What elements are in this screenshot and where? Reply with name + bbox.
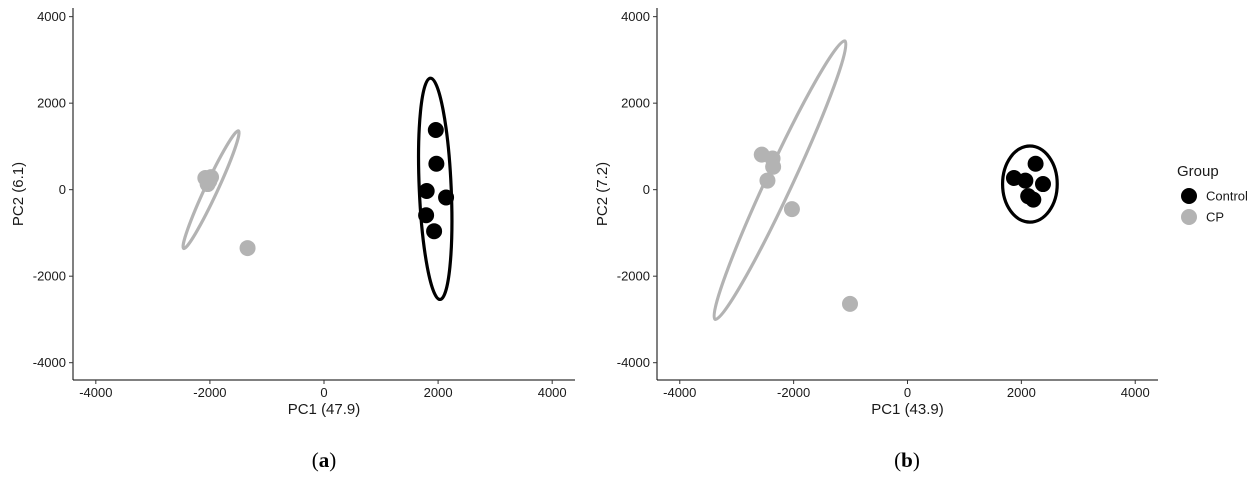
panel-a-control-point [426, 223, 443, 240]
legend-control-swatch [1181, 188, 1197, 204]
panel-b-y-tick-label: -2000 [617, 269, 650, 284]
panel-a-caption-paren-open: ( [312, 448, 319, 472]
panel-a-x-tick-label: 4000 [538, 385, 567, 400]
panel-a-control-point [427, 121, 444, 138]
panel-a-control-point [438, 189, 455, 206]
panel-b-caption-paren-open: ( [894, 448, 901, 472]
legend-cp-swatch [1181, 209, 1197, 225]
panel-a-x-tick-label: 0 [320, 385, 327, 400]
panel-b-cp-point [841, 295, 858, 312]
panel-b-y-tick-label: 4000 [621, 9, 650, 24]
panel-b-y-tick-label: 2000 [621, 96, 650, 111]
panel-b-caption-paren-close: ) [913, 448, 920, 472]
panel-a-caption-paren-close: ) [329, 448, 336, 472]
panel-b-control-point [1017, 172, 1034, 189]
panel-a-y-tick-label: -4000 [33, 355, 66, 370]
panel-a-y-axis-title: PC2 (6.1) [10, 162, 27, 226]
panel-b-y-tick-label: -4000 [617, 355, 650, 370]
legend-control-label: Control [1206, 189, 1248, 204]
panel-b-caption: (b) [894, 448, 920, 472]
legend-cp-label: CP [1206, 210, 1224, 225]
panel-b-x-tick-label: -4000 [663, 385, 696, 400]
panel-a-y-tick-label: 0 [59, 182, 66, 197]
panel-a-y-tick-label: 2000 [37, 96, 66, 111]
panel-a-caption-letter: a [319, 448, 330, 472]
panel-a-y-tick-label: -2000 [33, 269, 66, 284]
panel-b-control-point [1034, 176, 1051, 193]
panel-a-caption: (a) [312, 448, 337, 472]
panel-b-cp-point [759, 172, 776, 189]
panel-a-control-point [418, 182, 435, 199]
panel-b-cp-point [765, 158, 782, 175]
panel-b-x-axis-title: PC1 (43.9) [871, 401, 944, 418]
panel-b-x-tick-label: -2000 [777, 385, 810, 400]
panel-b-cp-confidence-ellipse [712, 39, 848, 322]
panel-b-x-tick-label: 4000 [1121, 385, 1150, 400]
panel-b-control-point [1025, 191, 1042, 208]
panel-a-x-tick-label: -4000 [79, 385, 112, 400]
panel-b-x-tick-label: 0 [904, 385, 911, 400]
panel-a-control-point [418, 207, 435, 224]
panel-b-control-point [1027, 155, 1044, 172]
panel-b-caption-letter: b [901, 448, 913, 472]
legend-title: Group [1177, 163, 1219, 180]
panel-a-y-tick-label: 4000 [37, 9, 66, 24]
panel-b-y-tick-label: 0 [643, 182, 650, 197]
panel-a-cp-point [201, 173, 218, 190]
panel-b-cp-point [783, 201, 800, 218]
panel-a-x-tick-label: -2000 [193, 385, 226, 400]
panel-b-y-axis-title: PC2 (7.2) [594, 162, 611, 226]
panel-a-x-tick-label: 2000 [424, 385, 453, 400]
panel-a-cp-point [239, 240, 256, 257]
panel-a-x-axis-title: PC1 (47.9) [288, 401, 361, 418]
panel-b-x-tick-label: 2000 [1007, 385, 1036, 400]
panel-b-control-confidence-ellipse [1000, 144, 1059, 224]
panel-a-control-point [428, 155, 445, 172]
